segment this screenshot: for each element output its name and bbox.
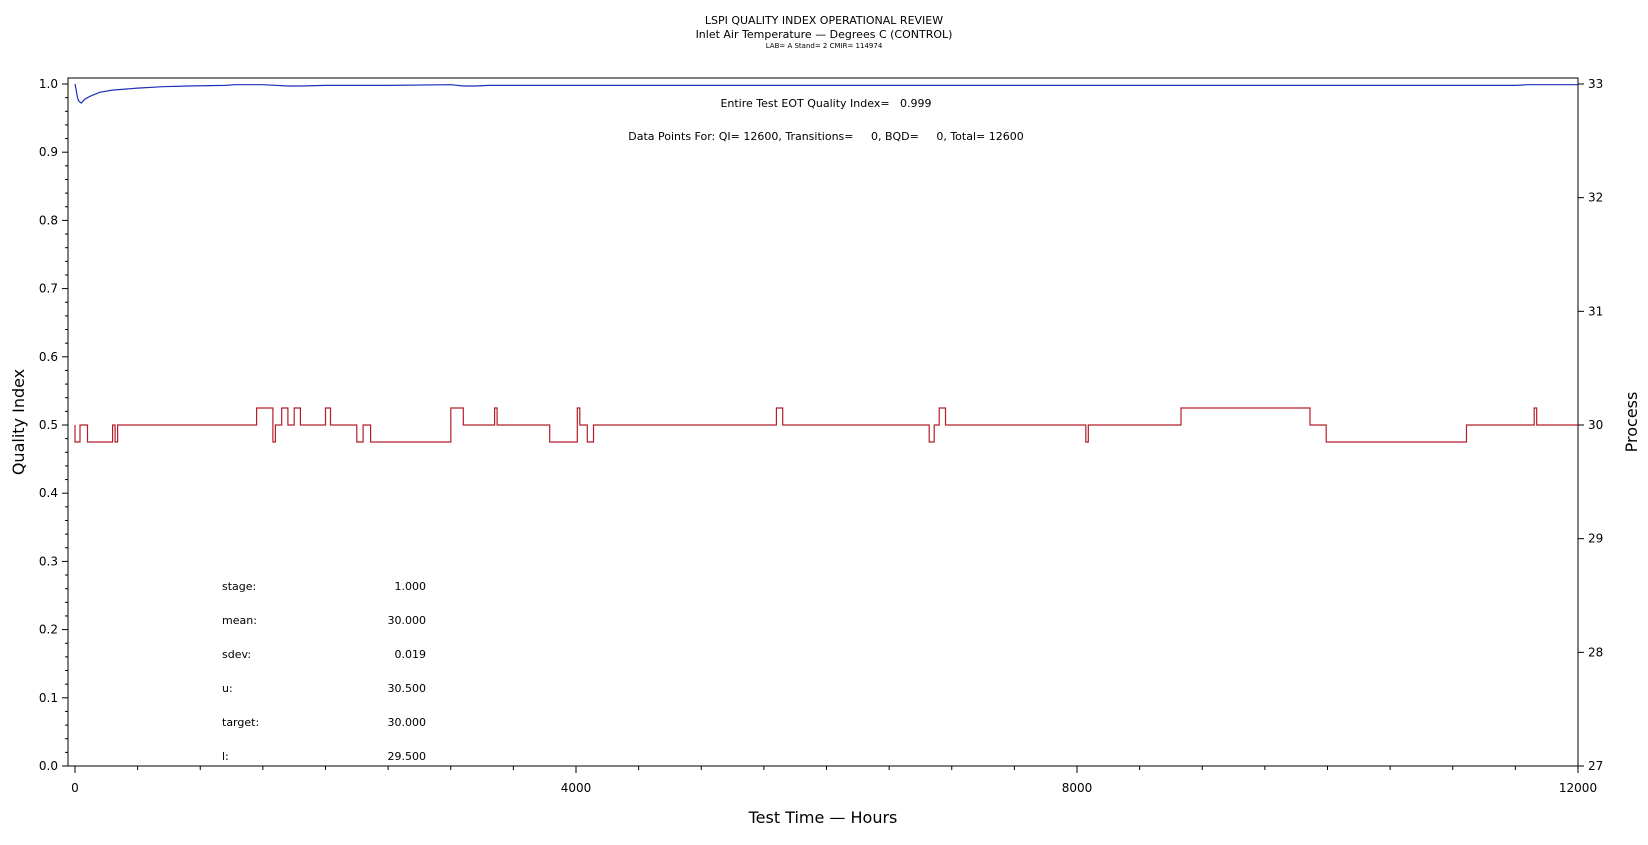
stat-label: sdev: <box>222 648 251 661</box>
x-tick-label: 12000 <box>1559 781 1597 795</box>
y-axis-title-left: Quality Index <box>9 369 28 475</box>
chart-meta-line: LAB= A Stand= 2 CMIR= 114974 <box>765 42 883 50</box>
right-tick-label: 32 <box>1588 191 1603 205</box>
left-tick-label: 0.2 <box>39 623 58 637</box>
stat-value: 30.000 <box>388 614 427 627</box>
quality-index-annotation: Entire Test EOT Quality Index= 0.999 <box>720 97 931 110</box>
stats-block: stage: 1.000 mean: 30.000 sdev: 0.019 u: 30.500… <box>222 580 426 763</box>
right-tick-label: 27 <box>1588 759 1603 773</box>
stat-label: u: <box>222 682 233 695</box>
right-tick-label: 28 <box>1588 645 1603 659</box>
chart-subtitle: Inlet Air Temperature — Degrees C (CONTR… <box>695 28 953 41</box>
left-tick-label: 0.5 <box>39 418 58 432</box>
y-axis-title-right: Process <box>1622 392 1641 453</box>
right-tick-label: 30 <box>1588 418 1603 432</box>
stat-label: target: <box>222 716 259 729</box>
left-tick-label: 0.4 <box>39 486 58 500</box>
left-tick-label: 0.9 <box>39 145 58 159</box>
stat-value: 0.019 <box>395 648 427 661</box>
right-tick-label: 29 <box>1588 532 1603 546</box>
right-tick-label: 31 <box>1588 304 1603 318</box>
stat-value: 30.500 <box>388 682 427 695</box>
series-layer <box>74 83 1578 443</box>
x-tick-label: 4000 <box>561 781 592 795</box>
process-series-line <box>74 407 1578 443</box>
stat-value: 1.000 <box>395 580 427 593</box>
right-axis: 27 28 29 30 31 32 33 <box>1578 77 1603 773</box>
left-axis: 0.0 0.1 0.2 0.3 0.4 0.5 0.6 0.7 0.8 0.9 1.0 <box>39 77 68 773</box>
left-tick-label: 0.6 <box>39 350 58 364</box>
x-axis-title: Test Time — Hours <box>748 808 898 827</box>
plot-frame <box>67 77 1579 767</box>
stat-label: l: <box>222 750 229 763</box>
left-tick-label: 1.0 <box>39 77 58 91</box>
stat-label: stage: <box>222 580 256 593</box>
data-points-annotation: Data Points For: QI= 12600, Transitions=… <box>628 130 1023 143</box>
left-tick-label: 0.1 <box>39 691 58 705</box>
x-axis: 0 4000 8000 12000 <box>71 766 1597 795</box>
stat-value: 29.500 <box>388 750 427 763</box>
left-tick-label: 0.0 <box>39 759 58 773</box>
stat-label: mean: <box>222 614 257 627</box>
x-tick-label: 0 <box>71 781 79 795</box>
quality-index-series-line <box>74 83 1578 104</box>
right-tick-label: 33 <box>1588 77 1603 91</box>
left-tick-label: 0.3 <box>39 554 58 568</box>
left-tick-label: 0.8 <box>39 213 58 227</box>
x-tick-label: 8000 <box>1062 781 1093 795</box>
stat-value: 30.000 <box>388 716 427 729</box>
left-tick-label: 0.7 <box>39 282 58 296</box>
chart-title: LSPI QUALITY INDEX OPERATIONAL REVIEW <box>704 14 944 27</box>
